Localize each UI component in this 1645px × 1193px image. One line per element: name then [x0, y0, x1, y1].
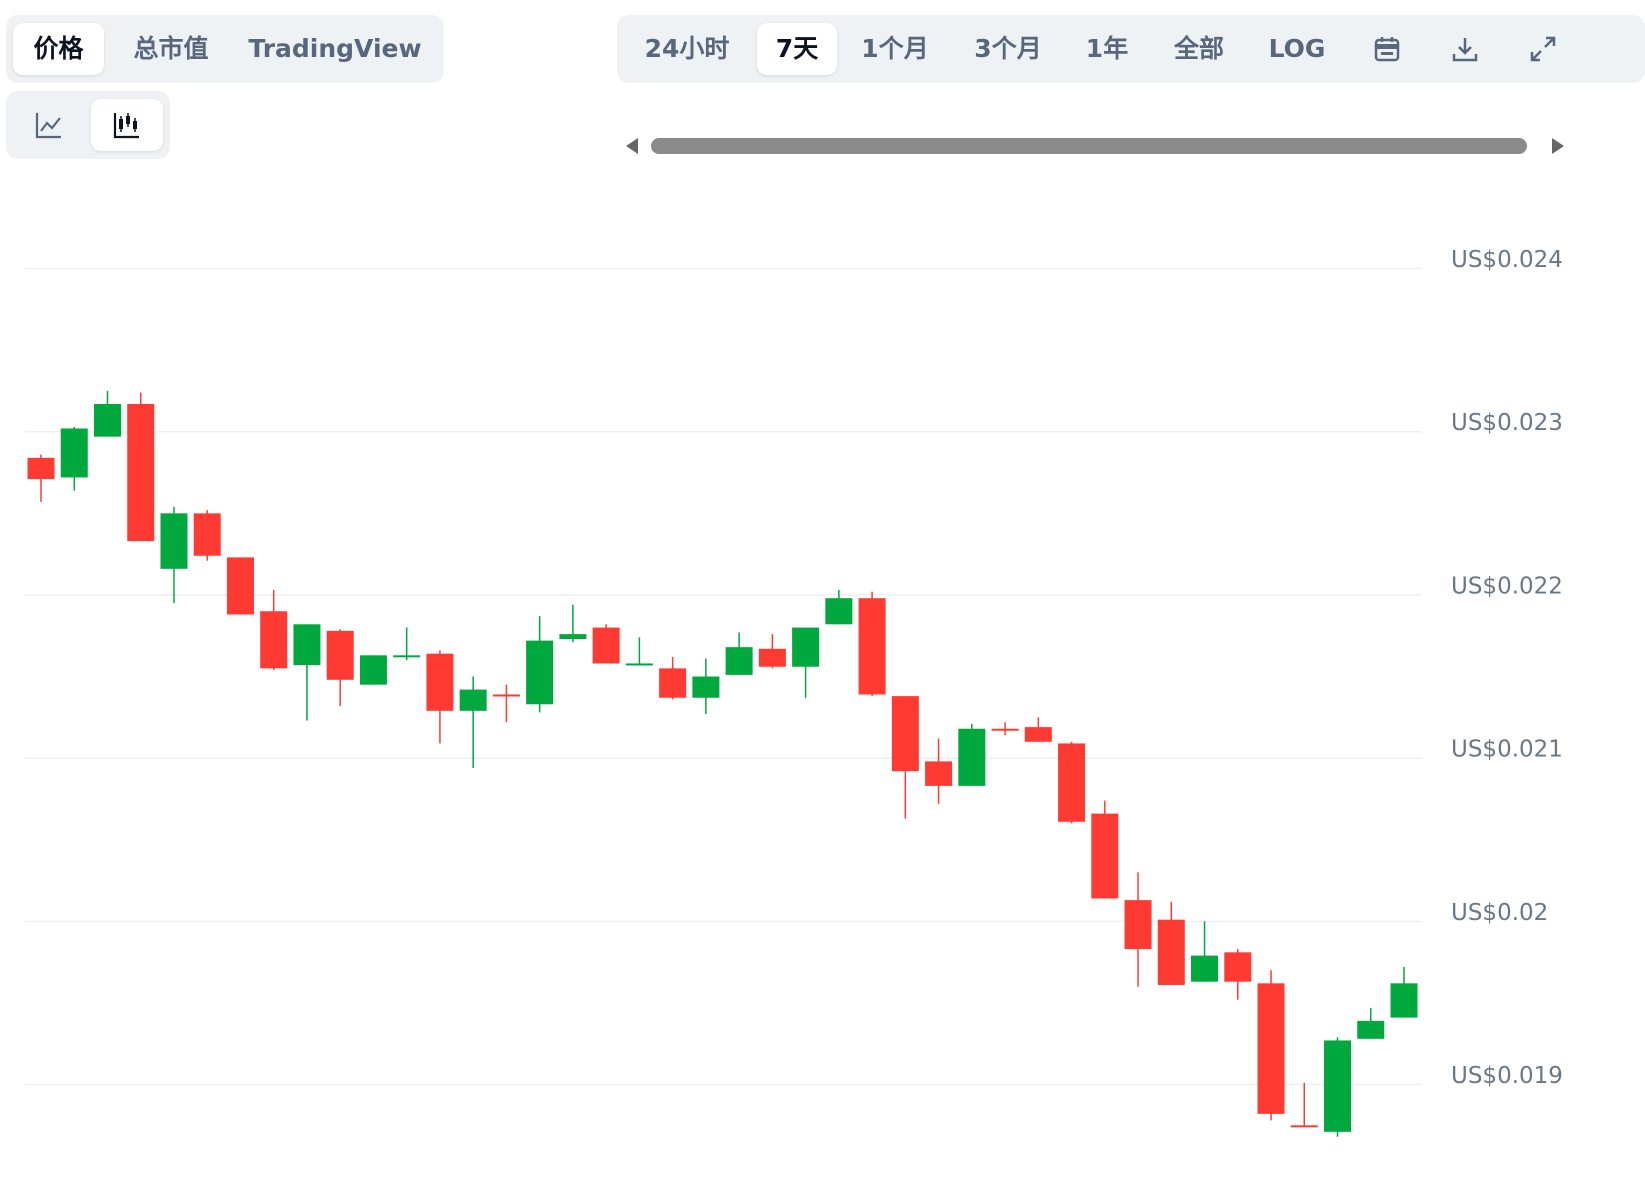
candle-body [293, 624, 321, 666]
range-button[interactable]: 1年 [1085, 34, 1129, 63]
candle-body [426, 653, 454, 711]
candle-body [958, 728, 986, 786]
y-tick-label: US$0.022 [1451, 573, 1563, 599]
candle-body [1324, 1040, 1352, 1132]
range-button[interactable]: 3个月 [974, 34, 1042, 63]
candle-body [792, 627, 820, 667]
candle-body [526, 640, 554, 705]
line-icon [35, 113, 61, 139]
candle-body [925, 761, 953, 786]
candle-body [1357, 1020, 1385, 1039]
candle-body [559, 634, 587, 639]
candle-body [93, 403, 121, 437]
candle-body [1390, 983, 1418, 1018]
candle-body [127, 403, 155, 542]
candle-body [1224, 952, 1252, 982]
scrollbar[interactable] [617, 130, 1645, 162]
range-button[interactable]: 24小时 [644, 34, 730, 63]
candle-body [60, 428, 88, 478]
download-icon[interactable] [1451, 35, 1479, 63]
candle-body [459, 689, 487, 711]
candle-body [160, 513, 188, 569]
range-button[interactable]: LOG [1268, 34, 1326, 63]
candle-body [825, 598, 853, 625]
candle-icon [113, 113, 139, 139]
y-tick-label: US$0.023 [1451, 410, 1563, 436]
candle-body [625, 663, 653, 666]
y-tick-label: US$0.02 [1451, 900, 1548, 926]
candle-style-button[interactable] [91, 99, 163, 151]
candle-body [1024, 727, 1052, 742]
candle-body [1091, 813, 1119, 899]
candle-body [27, 457, 55, 480]
candle-body [1290, 1125, 1318, 1128]
candle-body [260, 611, 288, 669]
candle-body [659, 668, 687, 698]
candle-body [1157, 919, 1185, 985]
candle-body [891, 696, 919, 772]
candle-body [326, 630, 354, 680]
range-button[interactable]: 全部 [1173, 34, 1224, 63]
y-tick-label: US$0.024 [1451, 247, 1563, 273]
candle-body [226, 557, 254, 615]
chart-style-bar [6, 91, 170, 159]
range-bar: 24小时 7天 1个月 3个月 1年 全部 LOG [617, 15, 1645, 83]
candle-body [193, 513, 221, 556]
candle-body [1058, 743, 1086, 822]
calendar-icon[interactable] [1373, 35, 1401, 63]
candle-body [592, 627, 620, 664]
candle-body [758, 648, 786, 667]
tab-bar: 价格 总市值 TradingView [6, 15, 444, 83]
candle-body [393, 655, 421, 658]
tab-button[interactable]: 总市值 [133, 34, 209, 63]
range-button[interactable]: 7天 [757, 23, 837, 75]
candle-body [1124, 900, 1152, 950]
candle-body [692, 676, 720, 698]
candle-body [725, 647, 753, 675]
tab-button[interactable]: TradingView [248, 34, 422, 63]
y-tick-label: US$0.019 [1451, 1063, 1563, 1089]
candle-body [492, 694, 520, 697]
candle-body [359, 655, 387, 685]
tab-button[interactable]: 价格 [13, 23, 104, 75]
candle-body [1191, 955, 1219, 982]
y-tick-label: US$0.021 [1451, 737, 1563, 763]
candle-body [991, 728, 1019, 731]
candle-body [858, 598, 886, 695]
line-style-button[interactable] [13, 99, 85, 151]
candle-body [1257, 983, 1285, 1114]
fullscreen-icon[interactable] [1529, 35, 1557, 63]
range-button[interactable]: 1个月 [861, 34, 929, 63]
